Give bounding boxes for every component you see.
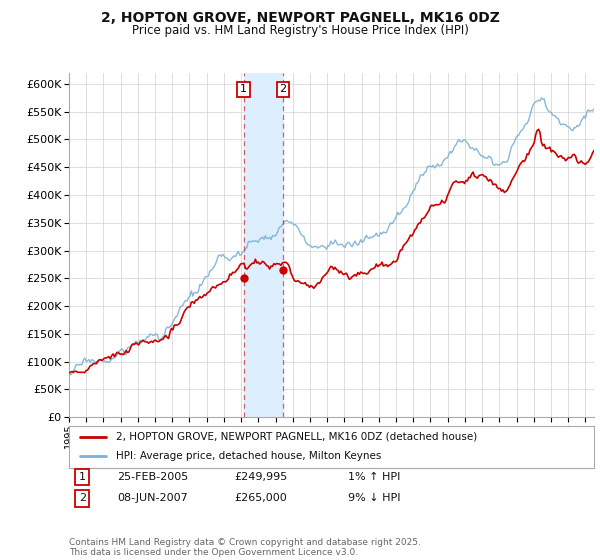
Text: £249,995: £249,995 [234,472,287,482]
Text: 2, HOPTON GROVE, NEWPORT PAGNELL, MK16 0DZ: 2, HOPTON GROVE, NEWPORT PAGNELL, MK16 0… [101,11,499,25]
Text: 1: 1 [240,85,247,95]
Text: 25-FEB-2005: 25-FEB-2005 [117,472,188,482]
Text: 2, HOPTON GROVE, NEWPORT PAGNELL, MK16 0DZ (detached house): 2, HOPTON GROVE, NEWPORT PAGNELL, MK16 0… [116,432,478,442]
Text: 1: 1 [79,472,86,482]
Text: 9% ↓ HPI: 9% ↓ HPI [348,493,401,503]
Text: 2: 2 [79,493,86,503]
Text: Contains HM Land Registry data © Crown copyright and database right 2025.
This d: Contains HM Land Registry data © Crown c… [69,538,421,557]
Text: £265,000: £265,000 [234,493,287,503]
Text: HPI: Average price, detached house, Milton Keynes: HPI: Average price, detached house, Milt… [116,451,382,461]
Text: 08-JUN-2007: 08-JUN-2007 [117,493,188,503]
Text: 2: 2 [280,85,287,95]
Bar [244,73,283,417]
Text: Price paid vs. HM Land Registry's House Price Index (HPI): Price paid vs. HM Land Registry's House … [131,24,469,36]
Text: 1% ↑ HPI: 1% ↑ HPI [348,472,400,482]
